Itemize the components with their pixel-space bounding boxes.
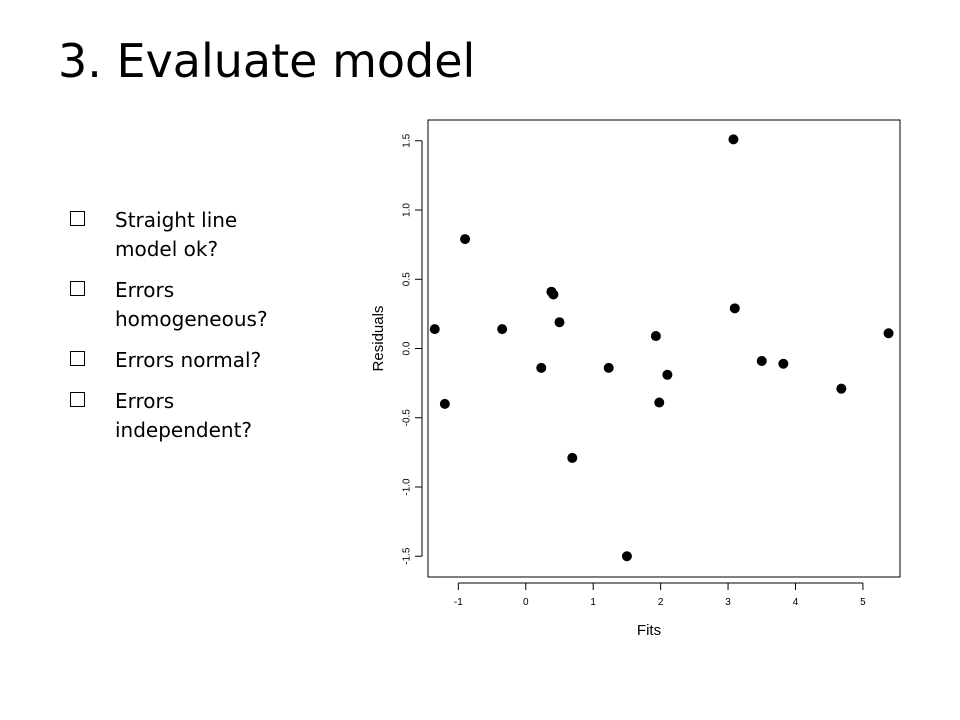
y-tick-label: 1.0 xyxy=(402,203,413,217)
x-axis-label: Fits xyxy=(637,622,661,639)
y-axis-label: Residuals xyxy=(370,306,387,372)
plot-frame xyxy=(427,119,901,578)
checkbox-icon[interactable] xyxy=(70,351,85,366)
x-tick-label: -1 xyxy=(454,597,463,608)
data-point xyxy=(548,289,559,300)
checklist-item[interactable]: Errors normal? xyxy=(68,346,338,375)
checklist: Straight line model ok? Errors homogeneo… xyxy=(68,206,338,457)
checklist-item-label: Errors normal? xyxy=(115,348,262,372)
x-tick-label: 2 xyxy=(658,597,664,608)
y-tick-label: 1.5 xyxy=(402,133,413,147)
data-point xyxy=(603,362,614,373)
y-tick-label: -0.5 xyxy=(402,409,413,427)
data-point xyxy=(778,358,789,369)
checklist-item-label: Errors independent? xyxy=(115,389,253,442)
data-point xyxy=(729,303,740,314)
checklist-item-label: Straight line model ok? xyxy=(115,208,238,261)
data-point xyxy=(554,317,565,328)
checkbox-icon[interactable] xyxy=(70,211,85,226)
x-tick-label: 3 xyxy=(725,597,731,608)
residual-plot: -1 0 1 2 3 4 5 -1.5 -1.0 -0.5 0.0 0.5 1.0 1.5 Fits R… xyxy=(370,119,901,639)
y-tick-label: -1.5 xyxy=(402,547,413,565)
checkbox-icon[interactable] xyxy=(70,392,85,407)
y-tick-label: -1.0 xyxy=(402,478,413,496)
data-point xyxy=(883,328,894,339)
x-tick-label: 1 xyxy=(590,597,596,608)
slide-title: 3. Evaluate model xyxy=(58,34,476,88)
y-tick-label: 0.5 xyxy=(402,272,413,286)
data-point xyxy=(650,331,661,342)
data-point xyxy=(429,324,440,335)
y-tick-label: 0.0 xyxy=(402,341,413,355)
data-point xyxy=(621,551,632,562)
y-axis: -1.5 -1.0 -0.5 0.0 0.5 1.0 1.5 xyxy=(402,133,423,565)
x-axis: -1 0 1 2 3 4 5 xyxy=(454,582,866,608)
x-tick-label: 4 xyxy=(793,597,799,608)
data-point xyxy=(836,383,847,394)
data-point xyxy=(662,369,673,380)
x-tick-label: 5 xyxy=(860,597,866,608)
checklist-item-label: Errors homogeneous? xyxy=(115,278,268,331)
data-point xyxy=(654,397,665,408)
data-point xyxy=(497,324,508,335)
checkbox-icon[interactable] xyxy=(70,281,85,296)
x-tick-label: 0 xyxy=(523,597,529,608)
checklist-item[interactable]: Errors homogeneous? xyxy=(68,276,338,334)
data-point xyxy=(756,355,767,366)
checklist-item[interactable]: Errors independent? xyxy=(68,387,338,445)
data-point xyxy=(439,398,450,409)
data-point xyxy=(728,134,739,145)
checklist-item[interactable]: Straight line model ok? xyxy=(68,206,338,264)
data-point xyxy=(536,362,547,373)
data-point xyxy=(460,234,471,245)
data-points xyxy=(429,134,894,562)
data-point xyxy=(567,452,578,463)
